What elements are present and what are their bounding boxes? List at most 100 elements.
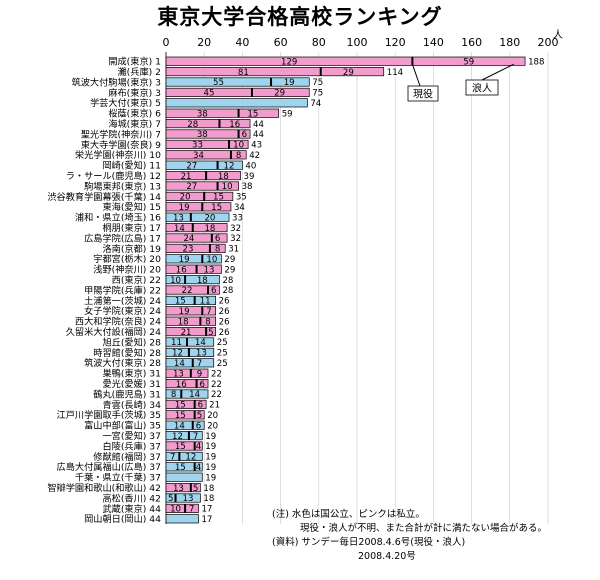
value-label-current: 8 xyxy=(171,390,176,400)
bar-total xyxy=(165,462,203,472)
chart-title: 東京大学合格高校ランキング xyxy=(157,5,443,29)
bar-total xyxy=(165,368,209,378)
bar-total xyxy=(165,181,239,191)
value-label-current: 14 xyxy=(174,224,185,234)
value-label-ronin: 13 xyxy=(182,494,193,504)
category-label: 富山中部(富山) 35 xyxy=(84,420,161,432)
value-label-current: 38 xyxy=(197,109,208,119)
value-label-current: 19 xyxy=(179,203,190,213)
value-label-ronin: 18 xyxy=(204,224,215,234)
bar-total xyxy=(165,56,526,66)
value-label-current: 129 xyxy=(281,57,297,67)
value-label-current: 5 xyxy=(168,494,173,504)
value-label-current: 14 xyxy=(174,359,185,369)
chart-notes: (注) 水色は国公立、ピンクは私立。 現役・浪人が不明、また合計が計に満たない場… xyxy=(272,508,592,564)
value-label-total: 20 xyxy=(207,421,218,431)
value-label-total: 44 xyxy=(253,120,264,130)
value-label-ronin: 15 xyxy=(247,109,258,119)
value-label-current: 15 xyxy=(175,442,186,452)
value-label-ronin: 16 xyxy=(229,120,240,130)
value-label-ronin: 8 xyxy=(236,151,241,161)
value-label-current: 14 xyxy=(174,421,185,431)
value-label-ronin: 15 xyxy=(213,193,224,203)
bar-total xyxy=(165,98,308,108)
category-label: 智辯学園和歌山(和歌山) 42 xyxy=(47,482,161,494)
category-label: 女子学院(東京) 24 xyxy=(84,305,161,317)
x-tick-label: 20 xyxy=(197,36,211,49)
category-label: 久留米大付設(福岡) 24 xyxy=(66,326,161,338)
category-label: 修猷館(福岡) 37 xyxy=(93,451,161,463)
value-label-current: 12 xyxy=(172,432,183,442)
value-label-total: 17 xyxy=(201,515,212,525)
value-label-current: 55 xyxy=(213,78,224,88)
value-label-ronin: 10 xyxy=(206,255,217,265)
callout-leader-current xyxy=(411,64,421,87)
note-line: (注) 水色は国公立、ピンクは私立。 xyxy=(272,509,425,520)
value-label-total: 21 xyxy=(209,401,220,411)
value-label-total: 59 xyxy=(282,109,293,119)
value-label-ronin: 13 xyxy=(204,265,215,275)
value-label-ronin: 7 xyxy=(193,432,198,442)
value-label-total: 25 xyxy=(217,359,228,369)
value-label-current: 16 xyxy=(176,265,187,275)
category-label: 広島学院(広島) 17 xyxy=(84,232,161,244)
value-label-current: 19 xyxy=(179,307,190,317)
category-label: 洛南(京都) 19 xyxy=(102,243,161,255)
value-label-ronin: 4 xyxy=(196,463,201,473)
category-label: 聖光学院(神奈川) 7 xyxy=(81,128,161,140)
category-label: 開成(東京) 1 xyxy=(108,56,161,68)
note-line: (資料) サンデー毎日2008.4.6号(現役・浪人) xyxy=(272,537,466,548)
x-tick-label: 0 xyxy=(163,36,170,49)
value-label-ronin: 19 xyxy=(284,78,295,88)
value-label-current: 27 xyxy=(186,161,197,171)
bar-total xyxy=(165,254,222,264)
category-label: 武蔵(東京) 44 xyxy=(102,503,161,515)
value-label-current: 16 xyxy=(176,380,187,390)
bar-total xyxy=(165,431,203,441)
value-label-ronin: 29 xyxy=(274,89,285,99)
category-label: 筑波大付駒場(東京) 3 xyxy=(72,76,162,88)
bar-total xyxy=(165,451,203,461)
bar-total xyxy=(165,129,251,139)
category-label: 千葉・県立(千葉) 37 xyxy=(75,472,161,484)
value-label-ronin: 14 xyxy=(195,338,206,348)
value-label-current: 34 xyxy=(193,151,204,161)
category-label: 宇都宮(栃木) 20 xyxy=(93,253,161,265)
value-label-total: 38 xyxy=(242,182,253,192)
value-label-ronin: 6 xyxy=(198,401,203,411)
x-tick-label: 80 xyxy=(312,36,326,49)
value-label-total: 75 xyxy=(312,78,323,88)
callout-text-ronin: 浪人 xyxy=(472,82,492,95)
value-label-total: 22 xyxy=(211,380,222,390)
bar-total xyxy=(165,285,220,295)
category-label: 土浦第一(茨城) 24 xyxy=(84,295,161,307)
bar-total xyxy=(165,264,222,274)
value-label-total: 44 xyxy=(253,130,264,140)
value-label-ronin: 15 xyxy=(211,203,222,213)
category-label: 東大寺学園(奈良) 9 xyxy=(81,139,161,151)
value-label-ronin: 18 xyxy=(218,172,229,182)
value-label-total: 43 xyxy=(251,141,262,151)
value-label-ronin: 4 xyxy=(196,442,201,452)
category-label: 甲陽学院(兵庫) 22 xyxy=(84,284,161,296)
x-tick-label: 160 xyxy=(461,36,482,49)
bar-total xyxy=(165,316,217,326)
bar-total xyxy=(165,202,232,212)
value-label-total: 19 xyxy=(205,453,216,463)
value-label-total: 19 xyxy=(205,432,216,442)
value-label-ronin: 6 xyxy=(242,130,247,140)
value-label-total: 34 xyxy=(234,203,245,213)
value-label-current: 45 xyxy=(204,89,215,99)
category-label: 一宮(愛知) 37 xyxy=(102,430,161,442)
value-label-current: 27 xyxy=(186,182,197,192)
value-label-total: 19 xyxy=(205,442,216,452)
value-label-current: 23 xyxy=(182,245,193,255)
value-label-ronin: 29 xyxy=(343,68,354,78)
value-label-current: 10 xyxy=(170,276,181,286)
value-label-total: 75 xyxy=(312,89,323,99)
bar-total xyxy=(165,358,215,368)
bar-total xyxy=(165,420,205,430)
category-label: 筑波大付(東京) 28 xyxy=(84,357,161,369)
value-label-ronin: 5 xyxy=(208,328,213,338)
value-label-current: 19 xyxy=(179,255,190,265)
